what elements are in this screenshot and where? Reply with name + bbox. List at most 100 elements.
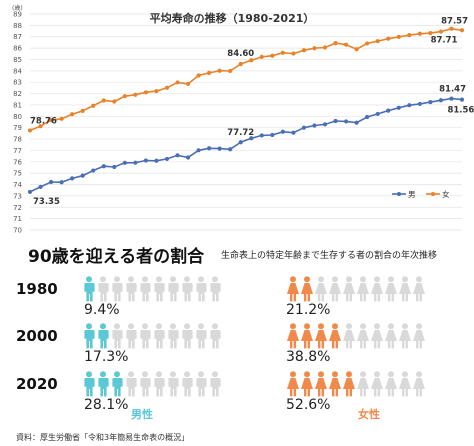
person-icon [371,371,383,401]
y-tick-label: 86 [13,45,22,53]
person-icon [209,276,221,306]
data-point [228,147,233,152]
legend-marker [431,192,435,196]
data-point [343,42,349,47]
male-pictogram [83,323,221,353]
person-icon [181,371,193,401]
data-point [449,96,454,101]
survival-subtitle: 生命表上の特定年齢まで生存する者の割合の年次推移 [221,251,438,261]
female-percent: 52.6% [286,397,331,413]
data-point [428,30,433,36]
y-tick-label: 78 [13,136,22,144]
person-icon [413,371,425,401]
person-icon [167,323,179,353]
data-point [112,99,117,104]
data-point [164,85,170,90]
y-tick-label: 84 [13,67,22,75]
data-point [417,101,422,107]
y-tick-label: 83 [13,79,22,87]
y-tick-label: 73 [13,192,22,200]
data-point [396,34,401,39]
data-point [217,146,222,151]
data-point [91,168,96,173]
person-icon [97,276,109,306]
data-point [175,80,180,85]
person-icon [357,371,369,401]
y-tick-label: 74 [13,181,22,189]
data-point [122,94,127,99]
person-icon [343,276,355,306]
data-point [59,180,64,185]
person-icon [195,323,207,353]
person-icon [315,276,327,306]
data-point [133,160,138,165]
source-note: 資料：厚生労働省「令和3年簡易生命表の概況」 [16,433,190,442]
data-point [459,97,465,102]
data-point [312,46,317,51]
data-point [196,73,201,78]
male-percent: 17.3% [84,349,129,365]
data-label: 73.35 [33,197,60,207]
data-point [101,98,106,103]
y-tick-label: 70 [13,227,22,235]
person-icon [385,371,397,401]
y-tick-label: 75 [13,170,22,178]
data-point [259,133,264,138]
person-icon [125,323,137,353]
data-point [207,146,212,151]
person-icon [125,371,137,401]
row-year: 2000 [16,327,58,345]
data-point [407,103,412,108]
person-icon [83,323,95,353]
data-point [375,111,380,117]
person-icon [357,276,369,306]
data-point [228,68,233,74]
chart-data-labels: 73.35 77.72 81.56 81.47 78.76 84.60 87.71 87.57 [30,16,474,207]
y-tick-label: 71 [13,215,22,223]
person-icon [287,371,299,401]
female-percent: 38.8% [286,349,331,365]
data-point [291,51,296,56]
y-axis-unit: (歳) [12,4,23,12]
person-icon [153,323,165,353]
survival-title: 90歳を迎える者の割合 [28,247,205,267]
person-icon [181,276,193,306]
y-tick-label: 80 [13,113,22,121]
person-icon [209,323,221,353]
data-point [417,31,422,36]
person-icon [287,276,299,306]
data-point [101,164,106,169]
data-point [375,39,380,44]
data-point [396,105,401,110]
female-label: 女性 [358,408,380,421]
person-icon [399,276,411,306]
data-label: 87.71 [431,36,458,46]
data-point [280,129,285,134]
person-icon [315,371,327,401]
series-line-男 [29,97,463,193]
data-point [196,148,201,153]
person-icon [153,276,165,306]
y-tick-label: 85 [13,56,22,64]
legend-label: 女 [442,189,450,199]
data-point [343,119,349,124]
person-icon [209,371,221,401]
data-point [322,122,328,127]
person-icon [371,323,383,353]
legend-marker [397,192,401,196]
data-point [312,123,317,128]
male-pictogram [83,276,221,306]
person-icon [343,323,355,353]
data-label: 81.56 [447,106,474,116]
data-point [59,116,64,121]
data-point [438,98,444,103]
data-point [407,33,412,38]
data-point [80,173,85,178]
person-icon [343,371,355,401]
data-point [270,132,275,138]
y-tick-label: 89 [13,11,22,19]
person-icon [329,323,341,353]
data-label: 87.57 [441,16,468,26]
person-icon [195,371,207,401]
data-point [207,70,212,75]
